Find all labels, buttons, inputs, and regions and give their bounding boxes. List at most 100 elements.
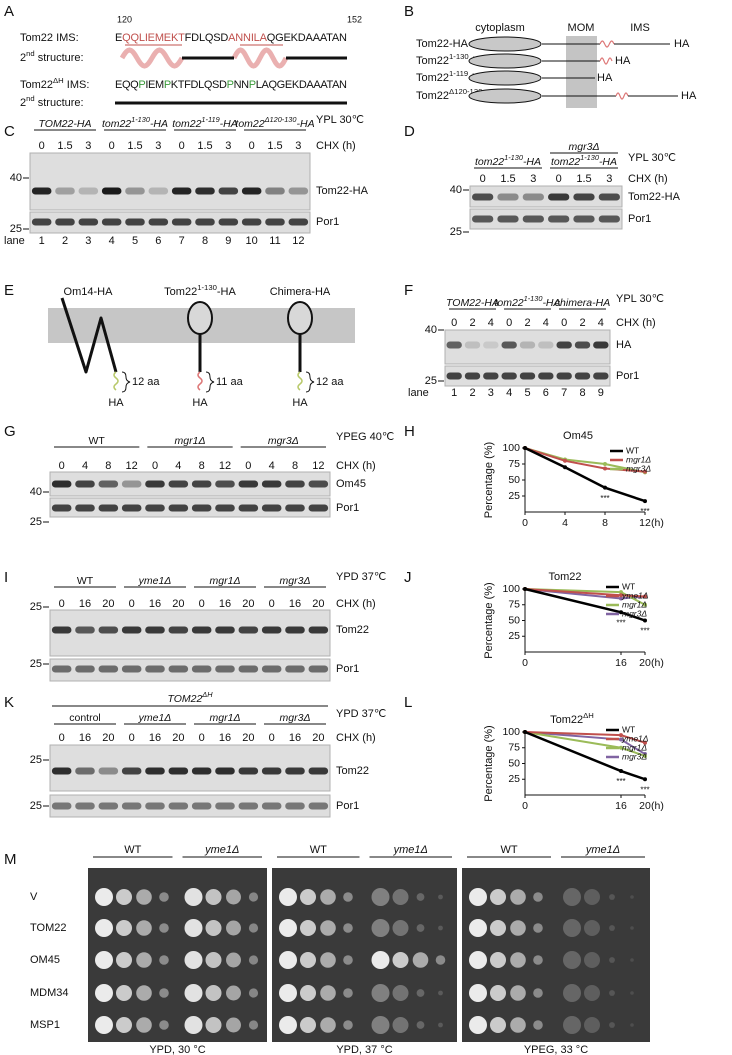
group-label: mgr1Δ xyxy=(210,575,241,587)
panel-letter: M xyxy=(4,851,17,868)
blot xyxy=(49,794,331,818)
band xyxy=(261,626,282,634)
band xyxy=(145,767,165,775)
cytosolic-domain xyxy=(468,36,542,52)
band xyxy=(501,372,517,380)
colony-spot xyxy=(343,988,353,998)
x-tick-label: 4 xyxy=(562,517,568,529)
colony-spot xyxy=(630,958,634,962)
colony-spot xyxy=(533,1020,543,1030)
point xyxy=(523,730,527,734)
colony-spot xyxy=(584,985,600,1001)
tail xyxy=(297,371,303,391)
colony-spot xyxy=(205,889,222,905)
band xyxy=(51,767,72,775)
band-label: HA xyxy=(616,339,632,351)
band xyxy=(548,193,570,201)
band-label: Por1 xyxy=(336,800,359,812)
time-label: 8 xyxy=(105,460,111,472)
band xyxy=(125,218,145,226)
band xyxy=(261,665,282,673)
x-unit: (h) xyxy=(651,657,664,669)
lane-number: 1 xyxy=(451,387,457,399)
group-label: WT xyxy=(77,575,94,587)
band xyxy=(497,215,519,223)
band xyxy=(519,372,536,380)
condition: YPL 30℃ xyxy=(616,293,664,305)
band xyxy=(101,218,122,226)
time-label: 2 xyxy=(579,317,585,329)
colony-spot xyxy=(184,951,203,969)
band-label: Om45 xyxy=(336,478,366,490)
colony-spot xyxy=(609,990,615,996)
y-tick-label: 25 xyxy=(508,630,520,642)
colony-spot xyxy=(533,988,543,998)
band xyxy=(191,480,212,488)
row-label: V xyxy=(30,891,38,903)
band xyxy=(593,372,609,380)
size-marker: 25 xyxy=(425,375,437,387)
y-tick-label: 100 xyxy=(502,726,520,738)
band xyxy=(215,767,235,775)
time-label: 1.5 xyxy=(267,140,282,152)
tail xyxy=(113,371,119,391)
text-segment: E xyxy=(115,32,122,44)
text-segment: -HA xyxy=(599,156,617,168)
band xyxy=(195,218,215,226)
construct: Om14-HA xyxy=(64,286,114,298)
colony-spot xyxy=(584,920,600,936)
lane-number: 11 xyxy=(269,235,280,247)
band xyxy=(215,802,235,810)
tm-wave xyxy=(599,57,613,65)
time-label: 0 xyxy=(245,460,251,472)
colony-spot xyxy=(320,1017,336,1033)
time-label: 12 xyxy=(126,460,138,472)
size-marker: 25 xyxy=(30,754,42,766)
colony-spot xyxy=(95,888,113,906)
sequence: EQQPIEMPKTFDLQSDPNNPLAQGEKDAAATAN xyxy=(115,79,347,91)
point xyxy=(603,466,607,471)
band xyxy=(145,626,165,634)
colony-spot xyxy=(392,985,409,1001)
text-segment: -HA xyxy=(542,297,560,309)
group-label: yme1Δ xyxy=(138,575,172,587)
significance: *** xyxy=(616,618,625,627)
band xyxy=(308,480,329,488)
x-tick-label: 20 xyxy=(639,657,651,669)
colony-spot xyxy=(279,1016,297,1034)
lane-number: 3 xyxy=(85,235,91,247)
band xyxy=(51,665,72,673)
time-label: 1.5 xyxy=(500,173,515,185)
band xyxy=(171,218,192,226)
time-label: 0 xyxy=(129,732,135,744)
panel-letter: I xyxy=(4,569,8,586)
band xyxy=(285,665,305,673)
group-label: WT xyxy=(89,435,106,447)
colony-spot xyxy=(510,1017,526,1033)
position: 120 xyxy=(117,14,132,24)
significance: *** xyxy=(640,785,649,794)
colony-spot xyxy=(533,923,543,933)
point xyxy=(643,777,647,782)
legend-label: WT xyxy=(626,445,639,455)
time-label: 0 xyxy=(152,460,158,472)
tag: HA xyxy=(615,55,631,67)
band xyxy=(145,665,165,673)
group-label: yme1Δ xyxy=(138,712,172,724)
colony-spot xyxy=(116,952,132,968)
time-label: 3 xyxy=(530,173,536,185)
time-label: 1.5 xyxy=(576,173,591,185)
colony-spot xyxy=(438,894,443,900)
colony-spot xyxy=(159,955,169,965)
band xyxy=(464,341,481,349)
size-marker: 40 xyxy=(10,172,22,184)
band xyxy=(598,215,620,223)
text-segment: IMS: xyxy=(64,79,90,91)
chx-label: CHX (h) xyxy=(336,732,376,744)
lane-number: 10 xyxy=(246,235,258,247)
colony-spot xyxy=(300,920,316,936)
time-label: 4 xyxy=(269,460,275,472)
point xyxy=(619,745,623,750)
colony-spot xyxy=(116,889,132,905)
band xyxy=(538,341,554,349)
